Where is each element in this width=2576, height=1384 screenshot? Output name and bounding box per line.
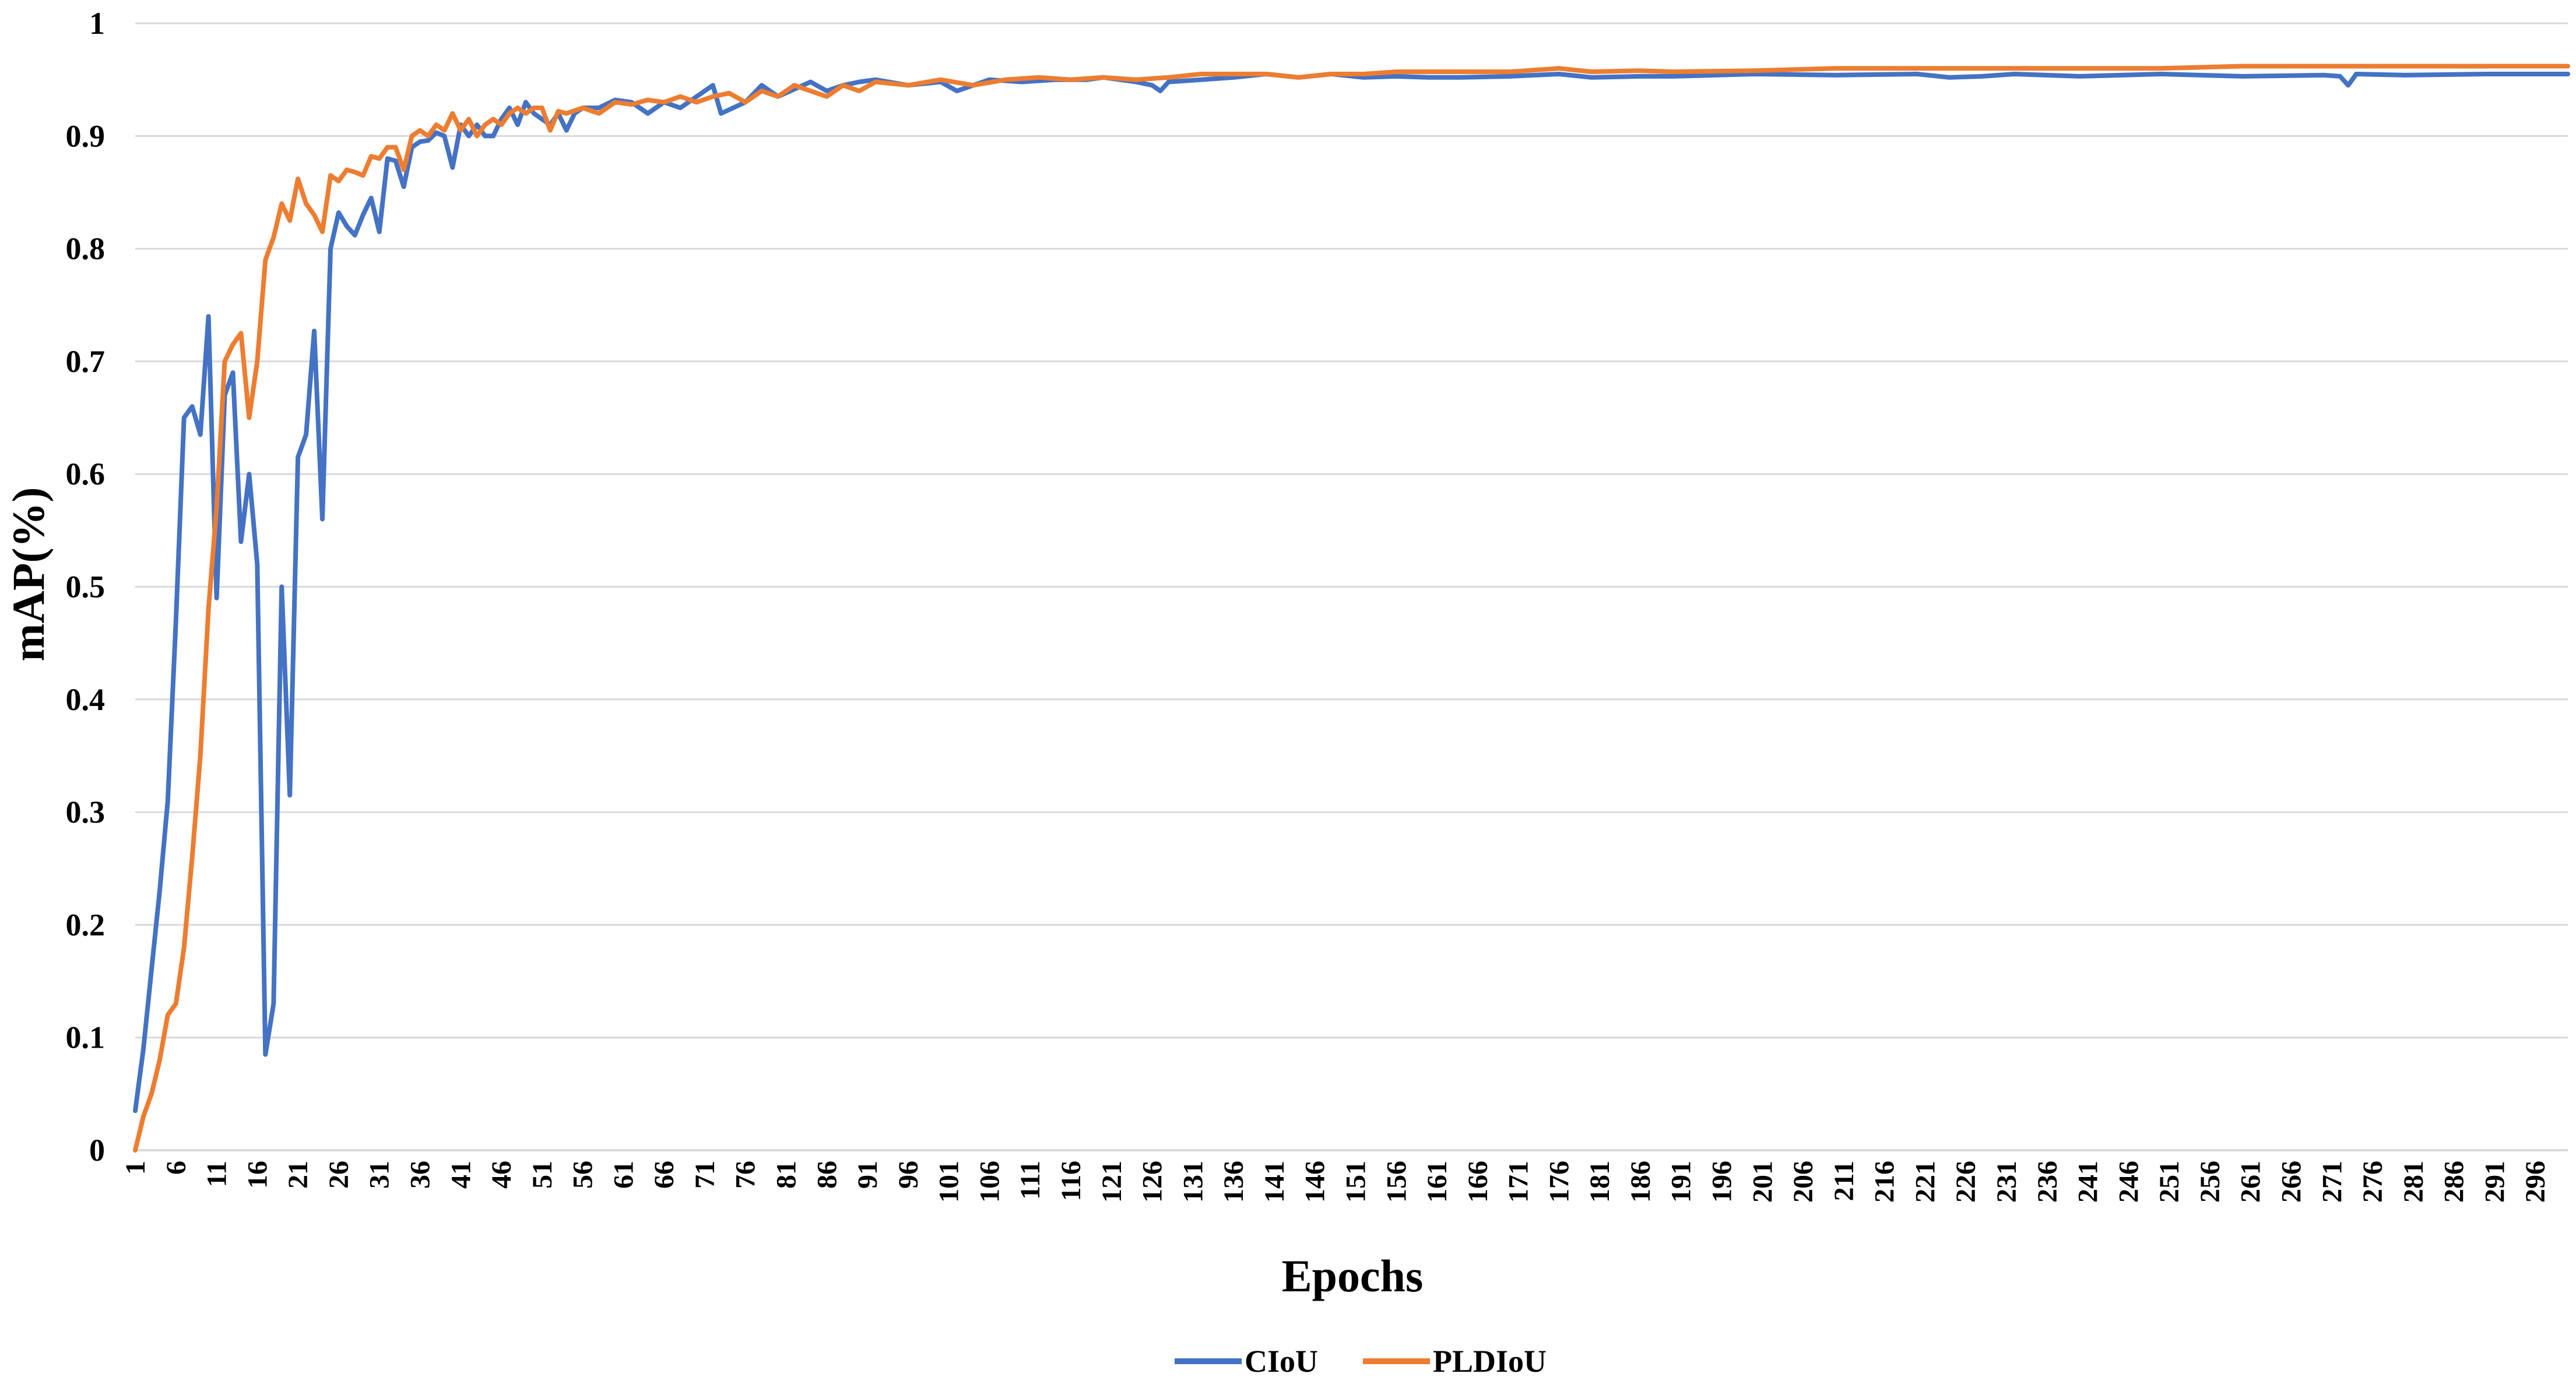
grid-lines: [135, 22, 2568, 1039]
x-tick-label: 241: [2073, 1161, 2104, 1203]
x-tick-label: 256: [2195, 1161, 2226, 1203]
x-tick-label: 66: [649, 1161, 680, 1189]
x-tick-label: 196: [1707, 1161, 1738, 1203]
x-tick-label: 271: [2317, 1161, 2347, 1203]
y-tick-label: 0.1: [66, 1020, 106, 1055]
x-tick-label: 281: [2398, 1161, 2429, 1203]
x-tick-label: 6: [161, 1161, 192, 1175]
x-tick-label: 266: [2276, 1161, 2307, 1203]
x-tick-label: 251: [2154, 1161, 2185, 1203]
x-tick-label: 16: [242, 1161, 273, 1189]
x-axis-title: Epochs: [1282, 1250, 1424, 1301]
x-tick-label: 116: [1056, 1161, 1087, 1201]
x-tick-label: 286: [2439, 1161, 2470, 1203]
x-tick-label: 291: [2479, 1161, 2510, 1203]
x-tick-label: 56: [568, 1161, 599, 1189]
x-tick-label: 86: [811, 1161, 842, 1189]
x-tick-label: 216: [1869, 1161, 1900, 1203]
x-tick-label: 156: [1381, 1161, 1412, 1203]
x-tick-label: 181: [1584, 1161, 1615, 1203]
x-tick-label: 36: [405, 1161, 435, 1189]
x-tick-label: 186: [1625, 1161, 1656, 1203]
y-axis-title: mAP(%): [3, 487, 54, 662]
y-tick-label: 0.9: [66, 118, 106, 153]
x-tick-label: 11: [202, 1161, 233, 1187]
y-tick-label: 0: [89, 1133, 105, 1168]
x-tick-label: 276: [2357, 1161, 2388, 1203]
x-tick-label: 51: [527, 1161, 558, 1189]
x-tick-label: 151: [1340, 1161, 1371, 1203]
y-tick-label: 0.4: [66, 682, 106, 717]
x-tick-label: 261: [2236, 1161, 2266, 1203]
series-line-pldiou: [133, 64, 2570, 1153]
x-tick-label: 111: [1015, 1161, 1046, 1200]
y-tick-label: 0.5: [66, 570, 106, 605]
x-tick-label: 246: [2113, 1161, 2144, 1203]
x-tick-label: 31: [364, 1161, 395, 1189]
x-axis-ticks: 1 6 11 16 21 26 31 36 41 46 51 56 61 66 71 76 81 86 91 96 10…: [120, 1161, 2551, 1203]
y-tick-label: 0.2: [66, 907, 106, 942]
legend-label-ciou: CIoU: [1245, 1344, 1318, 1379]
series-line-ciou: [133, 72, 2570, 1113]
y-tick-label: 0.3: [66, 795, 106, 830]
x-tick-label: 236: [2032, 1161, 2063, 1203]
x-tick-label: 1: [120, 1161, 151, 1175]
x-tick-label: 61: [608, 1161, 639, 1189]
x-tick-label: 126: [1137, 1161, 1168, 1203]
x-tick-label: 46: [486, 1161, 517, 1189]
x-tick-label: 231: [1991, 1161, 2022, 1203]
x-tick-label: 96: [893, 1161, 924, 1189]
x-tick-label: 141: [1259, 1161, 1290, 1203]
x-tick-label: 161: [1422, 1161, 1453, 1203]
y-tick-label: 1: [89, 6, 105, 41]
x-tick-label: 76: [730, 1161, 761, 1189]
x-tick-label: 41: [445, 1161, 476, 1189]
x-tick-label: 106: [974, 1161, 1005, 1203]
x-tick-label: 131: [1178, 1161, 1208, 1203]
x-tick-label: 121: [1097, 1161, 1127, 1203]
x-tick-label: 226: [1951, 1161, 1981, 1203]
x-tick-label: 26: [324, 1161, 354, 1189]
x-tick-label: 136: [1218, 1161, 1249, 1203]
x-tick-label: 221: [1910, 1161, 1941, 1203]
x-tick-label: 146: [1300, 1161, 1331, 1203]
y-tick-label: 0.7: [66, 344, 106, 379]
legend: CIoU PLDIoU: [1175, 1344, 1547, 1379]
series-lines: [133, 64, 2570, 1153]
x-tick-label: 81: [771, 1161, 802, 1189]
x-tick-label: 201: [1747, 1161, 1778, 1203]
x-tick-label: 296: [2520, 1161, 2551, 1203]
x-tick-label: 21: [283, 1161, 314, 1189]
x-tick-label: 166: [1463, 1161, 1493, 1203]
y-tick-label: 0.8: [66, 231, 106, 266]
x-tick-label: 176: [1544, 1161, 1575, 1203]
x-tick-label: 101: [934, 1161, 965, 1203]
x-tick-label: 171: [1503, 1161, 1534, 1203]
x-tick-label: 91: [852, 1161, 883, 1189]
y-axis-ticks: 0 0.1 0.2 0.3 0.4 0.5 0.6 0.7 0.8 0.9 1: [66, 6, 106, 1168]
y-tick-label: 0.6: [66, 456, 106, 491]
x-tick-label: 206: [1788, 1161, 1819, 1203]
legend-label-pldiou: PLDIoU: [1433, 1344, 1547, 1379]
x-tick-label: 211: [1829, 1161, 1860, 1201]
x-tick-label: 71: [690, 1161, 721, 1189]
x-tick-label: 191: [1666, 1161, 1697, 1203]
